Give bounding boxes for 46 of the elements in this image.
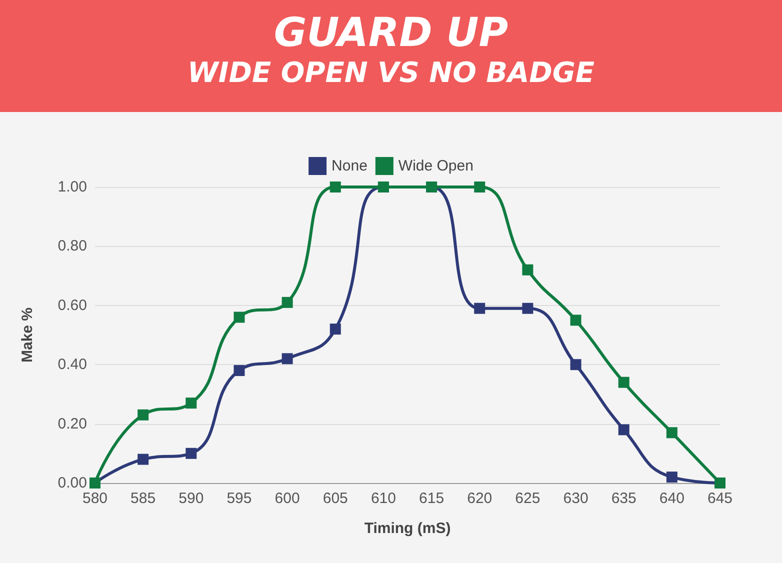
x-tick-label: 645 — [707, 490, 733, 507]
x-tick-label: 580 — [82, 490, 108, 507]
y-tick-label: 0.20 — [58, 415, 87, 432]
x-tick-label: 585 — [130, 490, 156, 507]
x-tick-label: 595 — [226, 490, 252, 507]
y-tick-label: 0.80 — [58, 238, 87, 255]
point — [618, 376, 630, 388]
legend-label: None — [332, 158, 368, 174]
point — [234, 365, 245, 376]
x-tick-label: 605 — [322, 490, 348, 507]
x-tick-label: 600 — [274, 490, 300, 507]
point — [666, 472, 678, 483]
point — [570, 359, 582, 370]
point — [330, 182, 341, 192]
point — [474, 182, 486, 192]
x-tick-label: 620 — [467, 490, 492, 507]
x-tick-label: 625 — [515, 490, 540, 507]
point — [186, 448, 197, 459]
x-tick-label: 590 — [178, 490, 204, 507]
point — [522, 302, 534, 314]
y-tick-label: 0.00 — [58, 474, 87, 492]
point — [618, 424, 630, 436]
y-tick-label: 0.40 — [58, 356, 87, 374]
x-axis-title: Timing (mS) — [364, 520, 451, 537]
chart-title: GUARD UP — [272, 9, 510, 56]
point — [570, 314, 582, 326]
point — [282, 296, 293, 308]
legend-label: Wide Open — [398, 158, 474, 174]
point — [474, 302, 486, 314]
x-tick-label: 615 — [419, 490, 444, 507]
point — [138, 454, 149, 465]
point — [282, 353, 293, 364]
x-tick-label: 640 — [659, 490, 684, 507]
point — [234, 312, 245, 323]
point — [138, 409, 149, 420]
y-axis-title: Make % — [19, 307, 36, 363]
chart-subtitle: WIDE OPEN VS NO BADGE — [186, 56, 596, 89]
x-tick-label: 630 — [563, 490, 588, 507]
x-tick-label: 635 — [611, 490, 636, 507]
point — [522, 264, 534, 276]
x-tick-label: 610 — [370, 490, 396, 507]
point — [666, 427, 678, 438]
y-tick-label: 0.60 — [58, 296, 87, 314]
point — [330, 324, 341, 335]
point — [186, 398, 197, 409]
y-tick-label: 1.00 — [58, 178, 87, 196]
